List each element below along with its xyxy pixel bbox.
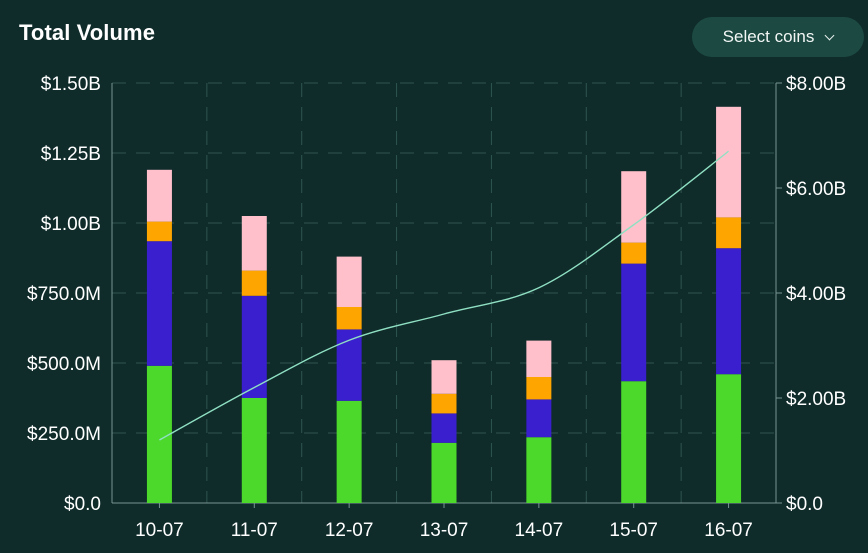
bar-segment-3[interactable]: [716, 217, 742, 249]
bar-segment-4[interactable]: [241, 216, 267, 271]
select-coins-label: Select coins: [722, 27, 815, 46]
bar-segment-4[interactable]: [431, 360, 457, 394]
y-left-tick-label: $250.0M: [27, 424, 101, 445]
y-left-tick-label: $500.0M: [27, 354, 101, 375]
bar-segment-1[interactable]: [716, 374, 742, 503]
bar-segment-4[interactable]: [146, 169, 172, 222]
bar-segment-2[interactable]: [431, 413, 457, 443]
x-tick-label: 15-07: [609, 520, 658, 541]
x-tick-label: 14-07: [515, 520, 564, 541]
x-tick-label: 13-07: [420, 520, 469, 541]
y-left-tick-label: $750.0M: [27, 284, 101, 305]
chart-title: Total Volume: [19, 20, 156, 45]
bar-segment-3[interactable]: [526, 377, 552, 400]
bar-segment-2[interactable]: [621, 263, 647, 382]
y-left-tick-label: $1.00B: [41, 214, 101, 235]
bar-segment-2[interactable]: [336, 329, 362, 401]
y-right-tick-label: $6.00B: [786, 179, 846, 200]
y-right-tick-label: $0.0: [786, 494, 823, 515]
x-tick-label: 11-07: [231, 520, 278, 541]
bar-segment-4[interactable]: [336, 256, 362, 307]
y-right-tick-label: $2.00B: [786, 389, 846, 410]
y-left-tick-label: $0.0: [64, 494, 101, 515]
bar-segment-3[interactable]: [241, 270, 267, 296]
bar-segment-3[interactable]: [431, 393, 457, 414]
x-tick-label: 16-07: [704, 520, 753, 541]
volume-trend-line: [159, 150, 729, 441]
bar-segment-3[interactable]: [336, 307, 362, 330]
bar-segment-1[interactable]: [241, 398, 267, 503]
bar-segment-2[interactable]: [526, 399, 552, 438]
select-coins-dropdown[interactable]: Select coins: [692, 17, 864, 57]
bar-segment-2[interactable]: [241, 295, 267, 398]
x-tick-label: 12-07: [325, 520, 374, 541]
y-left-tick-label: $1.50B: [41, 74, 101, 95]
x-tick-label: 10-07: [135, 520, 184, 541]
bar-segment-2[interactable]: [146, 241, 172, 366]
bar-segment-4[interactable]: [526, 340, 552, 377]
bar-segment-1[interactable]: [336, 400, 362, 503]
bar-segment-1[interactable]: [621, 381, 647, 503]
bar-segment-1[interactable]: [146, 365, 172, 503]
bar-segment-1[interactable]: [431, 442, 457, 503]
bar-segment-3[interactable]: [621, 242, 647, 264]
y-right-tick-label: $8.00B: [786, 74, 846, 95]
bar-segment-1[interactable]: [526, 437, 552, 503]
bar-segment-4[interactable]: [716, 106, 742, 218]
bar-segment-2[interactable]: [716, 248, 742, 375]
bar-segment-3[interactable]: [146, 221, 172, 242]
y-left-tick-label: $1.25B: [41, 144, 101, 165]
y-right-tick-label: $4.00B: [786, 284, 846, 305]
